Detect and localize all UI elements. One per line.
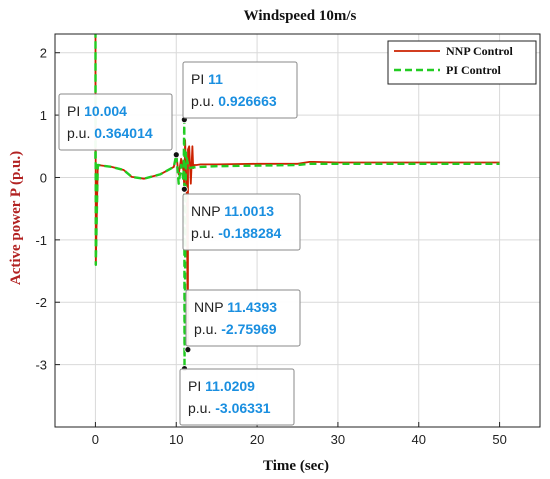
datatip-series-label: PI [67, 103, 84, 119]
datatip: NNP 11.0013 p.u. -0.188284 [182, 193, 301, 251]
datatip: PI 11.0209 p.u. -3.06331 [179, 368, 295, 426]
datatip-y-label: p.u. [67, 125, 94, 141]
datatips: PI 10.004 p.u. 0.364014 PI 11 p.u. 0.926663… [58, 61, 301, 426]
y-tick-label: -1 [35, 233, 47, 248]
datatip-marker [172, 151, 180, 159]
plot-frame [54, 33, 541, 428]
datatip-y-line: p.u. 0.364014 [67, 125, 153, 141]
datatip-y-value: -3.06331 [215, 400, 270, 416]
legend-entry: NNP Control [446, 44, 513, 58]
datatip-y-line: p.u. -2.75969 [194, 321, 277, 337]
y-tick-label: 1 [40, 108, 47, 123]
datatip-x-value: 10.004 [84, 103, 127, 119]
datatip-marker [184, 346, 192, 354]
datatip-series-label: NNP [194, 299, 227, 315]
datatip-box [185, 289, 301, 347]
datatip-y-line: p.u. 0.926663 [191, 93, 277, 109]
datatip-y-line: p.u. -0.188284 [191, 225, 282, 241]
datatip-y-value: 0.926663 [218, 93, 277, 109]
y-axis-label: Active power P (p.u.) [8, 151, 24, 285]
datatip: NNP 11.4393 p.u. -2.75969 [185, 289, 301, 347]
datatip-x-value: 11 [208, 71, 223, 87]
x-tick-label: 0 [92, 432, 99, 447]
legend: NNP Control PI Control [387, 40, 537, 85]
axis-ticks: 0 10 20 30 40 50 -3 -2 -1 0 1 2 [35, 46, 506, 447]
legend-entry: PI Control [446, 63, 501, 77]
datatip: PI 11 p.u. 0.926663 [182, 61, 298, 119]
datatip-box [58, 93, 173, 151]
datatip: PI 10.004 p.u. 0.364014 [58, 93, 173, 151]
y-tick-label: 0 [40, 170, 47, 185]
datatip-x-line: NNP 11.4393 [194, 299, 277, 315]
datatip-y-label: p.u. [191, 93, 218, 109]
x-axis-label: Time (sec) [263, 458, 329, 474]
datatip-box [179, 368, 295, 426]
chart-title: Windspeed 10m/s [244, 8, 357, 24]
datatip-y-line: p.u. -3.06331 [188, 400, 271, 416]
datatip-x-line: NNP 11.0013 [191, 203, 274, 219]
datatip-y-label: p.u. [191, 225, 218, 241]
x-tick-label: 40 [412, 432, 426, 447]
y-tick-label: -2 [35, 295, 47, 310]
datatip-series-label: PI [191, 71, 208, 87]
datatip-series-label: NNP [191, 203, 224, 219]
y-tick-label: 2 [40, 46, 47, 61]
datatip-x-line: PI 10.004 [67, 103, 127, 119]
datatip-y-value: 0.364014 [94, 125, 153, 141]
datatip-markers [172, 116, 192, 372]
x-tick-label: 20 [250, 432, 264, 447]
datatip-y-label: p.u. [194, 321, 221, 337]
datatip-x-value: 11.0013 [224, 203, 274, 219]
datatip-x-line: PI 11.0209 [188, 378, 255, 394]
x-tick-label: 50 [492, 432, 506, 447]
datatip-y-label: p.u. [188, 400, 215, 416]
x-tick-label: 30 [331, 432, 345, 447]
datatip-box [182, 61, 298, 119]
x-tick-label: 10 [169, 432, 183, 447]
datatip-x-line: PI 11 [191, 71, 223, 87]
legend-box [387, 40, 537, 85]
datatip-x-value: 11.0209 [205, 378, 255, 394]
y-tick-label: -3 [35, 358, 47, 373]
datatip-x-value: 11.4393 [227, 299, 277, 315]
datatip-series-label: PI [188, 378, 205, 394]
datatip-marker [180, 185, 188, 193]
datatip-y-value: -0.188284 [218, 225, 281, 241]
datatip-box [182, 193, 301, 251]
datatip-y-value: -2.75969 [221, 321, 276, 337]
